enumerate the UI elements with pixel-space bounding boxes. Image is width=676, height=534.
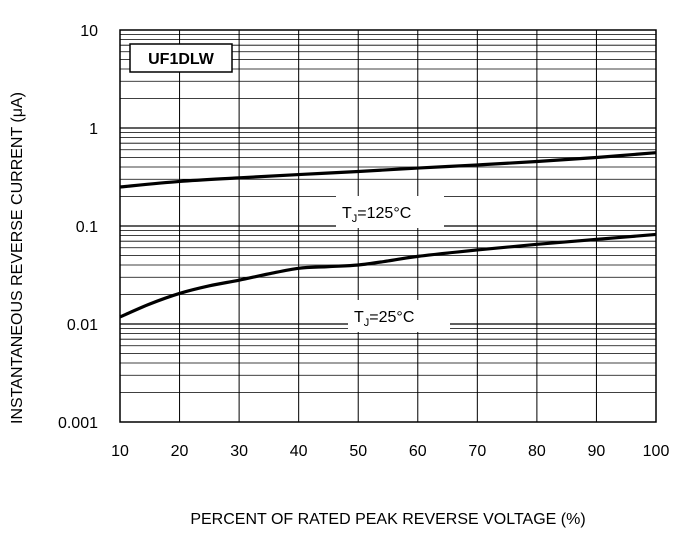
y-tick-label: 1 (89, 121, 98, 138)
y-axis-title: INSTANTANEOUS REVERSE CURRENT (μA) (9, 92, 26, 424)
x-tick-label: 40 (290, 443, 308, 460)
series-line-tj-25c (119, 232, 657, 319)
y-tick-label: 0.1 (76, 219, 98, 236)
series-label-bg (348, 300, 450, 332)
chart-tag-box (129, 43, 233, 73)
series-lines (119, 151, 657, 319)
x-tick-label: 70 (468, 443, 486, 460)
y-tick-label: 0.001 (58, 415, 98, 432)
series-label-bg (336, 196, 444, 228)
x-tick-label: 60 (409, 443, 427, 460)
plot-frame (119, 29, 657, 423)
y-tick-label: 10 (80, 23, 98, 40)
x-tick-label: 90 (588, 443, 606, 460)
x-tick-label: 20 (171, 443, 189, 460)
chart-title: UF1DLW (148, 51, 215, 68)
series-line-tj-125c (119, 151, 657, 189)
series-label-tj-25c: TJ=25°C (354, 309, 414, 329)
x-axis-title: PERCENT OF RATED PEAK REVERSE VOLTAGE (%… (190, 511, 585, 528)
x-tick-label: 10 (111, 443, 129, 460)
y-tick-label: 0.01 (67, 317, 98, 334)
x-tick-label: 30 (230, 443, 248, 460)
series-label-tj-125c: TJ=125°C (342, 205, 411, 225)
x-tick-label: 100 (643, 443, 670, 460)
x-tick-label: 80 (528, 443, 546, 460)
series-labels: TJ=125°C TJ=25°C (336, 196, 450, 332)
tick-labels: 10 20 30 40 50 60 70 80 90 100 10 1 0.1 0.01 0.001 (58, 23, 669, 460)
x-tick-label: 50 (349, 443, 367, 460)
